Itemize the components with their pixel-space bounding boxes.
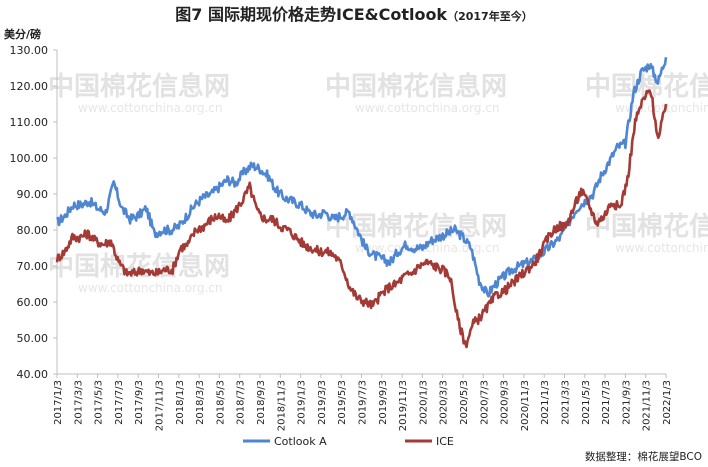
- y-tick-label: 110.00: [10, 116, 49, 129]
- watermark-layer: 中国棉花信息网www.cottonchina.org.cn中国棉花信息网www.…: [48, 71, 708, 295]
- y-tick-label: 130.00: [10, 44, 49, 57]
- legend-label-cotlook: Cotlook A: [274, 435, 327, 448]
- y-tick-label: 80.00: [17, 224, 49, 237]
- x-tick-label: 2020/11/3: [520, 380, 531, 431]
- x-tick-label: 2022/1/3: [662, 380, 673, 425]
- y-tick-label: 40.00: [17, 368, 49, 381]
- y-tick-label: 90.00: [17, 188, 49, 201]
- y-tick-label: 100.00: [10, 152, 49, 165]
- series-line-ice: [55, 89, 668, 349]
- x-tick-label: 2021/5/3: [581, 380, 592, 425]
- x-tick-label: 2020/1/3: [418, 380, 429, 425]
- x-tick-label: 2017/9/3: [134, 380, 145, 425]
- x-tick-label: 2021/1/3: [540, 380, 551, 425]
- y-tick-label: 60.00: [17, 296, 49, 309]
- y-tick-labels: 40.00 50.00 60.00 70.00 80.00 90.00 100.00 110.…: [10, 44, 57, 381]
- watermark-url: www.cottonchina.org.cn: [355, 101, 499, 115]
- watermark-brand: 中国棉花信息网: [48, 71, 230, 102]
- x-tick-label: 2020/9/3: [500, 380, 511, 425]
- watermark-brand: 中国棉花信息网: [48, 251, 230, 282]
- series-layer: [55, 57, 668, 349]
- y-tick-label: 50.00: [17, 332, 49, 345]
- x-tick-label: 2017/7/3: [114, 380, 125, 425]
- x-tick-label: 2018/1/3: [175, 380, 186, 425]
- y-tick-label: 70.00: [17, 260, 49, 273]
- watermark-brand: 中国棉花信息网: [585, 211, 708, 242]
- x-tick-label: 2020/7/3: [479, 380, 490, 425]
- x-tick-label: 2019/9/3: [378, 380, 389, 425]
- x-tick-label: 2019/3/3: [317, 380, 328, 425]
- x-tick-label: 2017/3/3: [73, 380, 84, 425]
- x-tick-label: 2017/1/3: [53, 380, 64, 425]
- x-tick-label: 2021/7/3: [601, 380, 612, 425]
- watermark-brand: 中国棉花信息网: [325, 211, 507, 242]
- x-tick-label: 2021/9/3: [621, 380, 632, 425]
- x-tick-label: 2018/5/3: [215, 380, 226, 425]
- x-tick-label: 2019/1/3: [297, 380, 308, 425]
- x-tick-label: 2019/11/3: [398, 380, 409, 431]
- watermark-url: www.cottonchina.org.cn: [78, 281, 222, 295]
- watermark-brand: 中国棉花信息网: [325, 71, 507, 102]
- x-tick-label: 2021/11/3: [642, 380, 653, 431]
- x-tick-label: 2020/3/3: [439, 380, 450, 425]
- chart-title-group: 图7 国际期现价格走势ICE&Cotlook（2017年至今）: [175, 5, 532, 24]
- watermark-url: www.cottonchina.org.cn: [78, 101, 222, 115]
- x-tick-label: 2020/5/3: [459, 380, 470, 425]
- watermark-url: www.cottonchina.org.cn: [355, 241, 499, 255]
- x-tick-label: 2021/3/3: [561, 380, 572, 425]
- series-line-cotlook-a: [56, 57, 668, 298]
- y-axis-unit: 美分/磅: [4, 27, 41, 41]
- data-source-note: 数据整理：棉花展望BCO: [585, 450, 702, 463]
- x-tick-labels: 2017/1/3 2017/3/3 2017/5/3 2017/7/3 2017/9/3…: [53, 374, 673, 431]
- x-tick-label: 2018/3/3: [195, 380, 206, 425]
- x-tick-label: 2018/11/3: [276, 380, 287, 431]
- legend: Cotlook A ICE: [243, 435, 454, 448]
- watermark-url: www.cottonchina.org.cn: [615, 241, 708, 255]
- legend-label-ice: ICE: [436, 435, 454, 448]
- x-tick-label: 2018/7/3: [236, 380, 247, 425]
- y-tick-label: 120.00: [10, 80, 49, 93]
- x-tick-label: 2019/5/3: [337, 380, 348, 425]
- x-tick-label: 2019/7/3: [358, 380, 369, 425]
- watermark-url: www.cottonchina.org.cn: [615, 101, 708, 115]
- x-tick-label: 2017/5/3: [94, 380, 105, 425]
- chart-subtitle: （2017年至今）: [447, 9, 533, 23]
- x-tick-label: 2018/9/3: [256, 380, 267, 425]
- chart-title: 图7 国际期现价格走势ICE&Cotlook: [175, 5, 447, 24]
- x-tick-label: 2017/11/3: [155, 380, 166, 431]
